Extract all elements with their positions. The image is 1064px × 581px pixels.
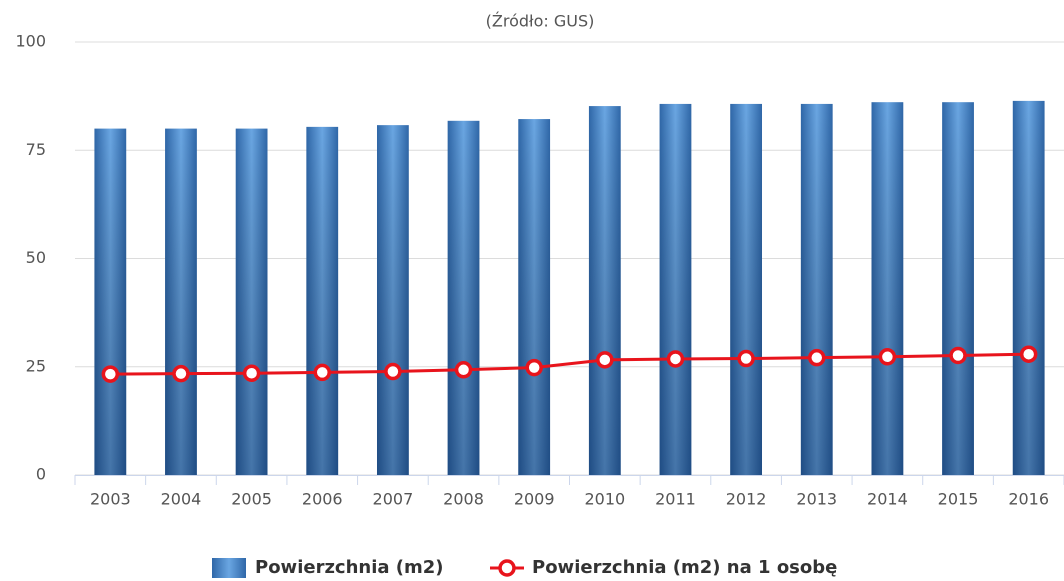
bar-shade: [659, 103, 692, 475]
line-marker: [1019, 345, 1038, 363]
x-tick-label: 2011: [655, 490, 696, 509]
x-tick-label: 2015: [938, 490, 979, 509]
bar-shade: [306, 126, 339, 476]
line-marker: [949, 346, 967, 365]
bar-shade: [235, 128, 268, 475]
line-marker: [808, 348, 826, 367]
bar-shade: [376, 125, 409, 476]
bar-shade: [1012, 100, 1045, 475]
line-marker: [172, 364, 190, 383]
x-tick-label: 2009: [514, 490, 555, 509]
bar-shade: [447, 120, 480, 475]
line-marker: [596, 351, 614, 369]
legend-marker: [498, 559, 516, 577]
legend-label: Powierzchnia (m2): [255, 557, 444, 578]
y-tick-label: 50: [26, 248, 46, 267]
bar-shade: [518, 119, 551, 475]
line-marker: [525, 358, 543, 377]
line: [110, 352, 1029, 376]
y-tick-label: 100: [15, 32, 46, 51]
bar-shade: [800, 103, 833, 475]
y-tick-label: 75: [26, 140, 46, 159]
bar-shade: [165, 128, 197, 475]
bar-shade: [942, 102, 974, 475]
line-marker: [313, 363, 331, 382]
x-tick-label: 2007: [373, 490, 414, 509]
x-tick-label: 2006: [302, 490, 343, 509]
legend-swatch: [212, 558, 246, 578]
line-marker: [101, 365, 120, 383]
chart-subtitle: (Źródło: GUS): [486, 12, 595, 31]
x-tick-label: 2013: [796, 490, 837, 509]
x-tick-label: 2012: [726, 490, 767, 509]
legend-label: Powierzchnia (m2) na 1 osobę: [532, 557, 837, 578]
x-tick-label: 2008: [443, 490, 484, 509]
y-tick-label: 25: [26, 356, 46, 375]
x-tick-label: 2004: [161, 490, 202, 509]
line-marker: [242, 364, 261, 382]
y-tick-label: 0: [36, 465, 46, 484]
bar-shade: [588, 106, 621, 476]
bar-shade: [94, 128, 127, 475]
x-tick-label: 2010: [584, 490, 625, 509]
line-marker: [454, 361, 473, 379]
line-marker: [384, 362, 402, 381]
x-tick-label: 2005: [231, 490, 272, 509]
line-marker: [666, 350, 685, 368]
line-marker: [737, 349, 755, 368]
line-marker: [878, 348, 897, 366]
x-tick-label: 2016: [1008, 490, 1049, 509]
bar-shade: [730, 103, 763, 475]
bar-shade: [871, 102, 904, 475]
x-tick-label: 2003: [90, 490, 131, 509]
x-tick-label: 2014: [867, 490, 908, 509]
